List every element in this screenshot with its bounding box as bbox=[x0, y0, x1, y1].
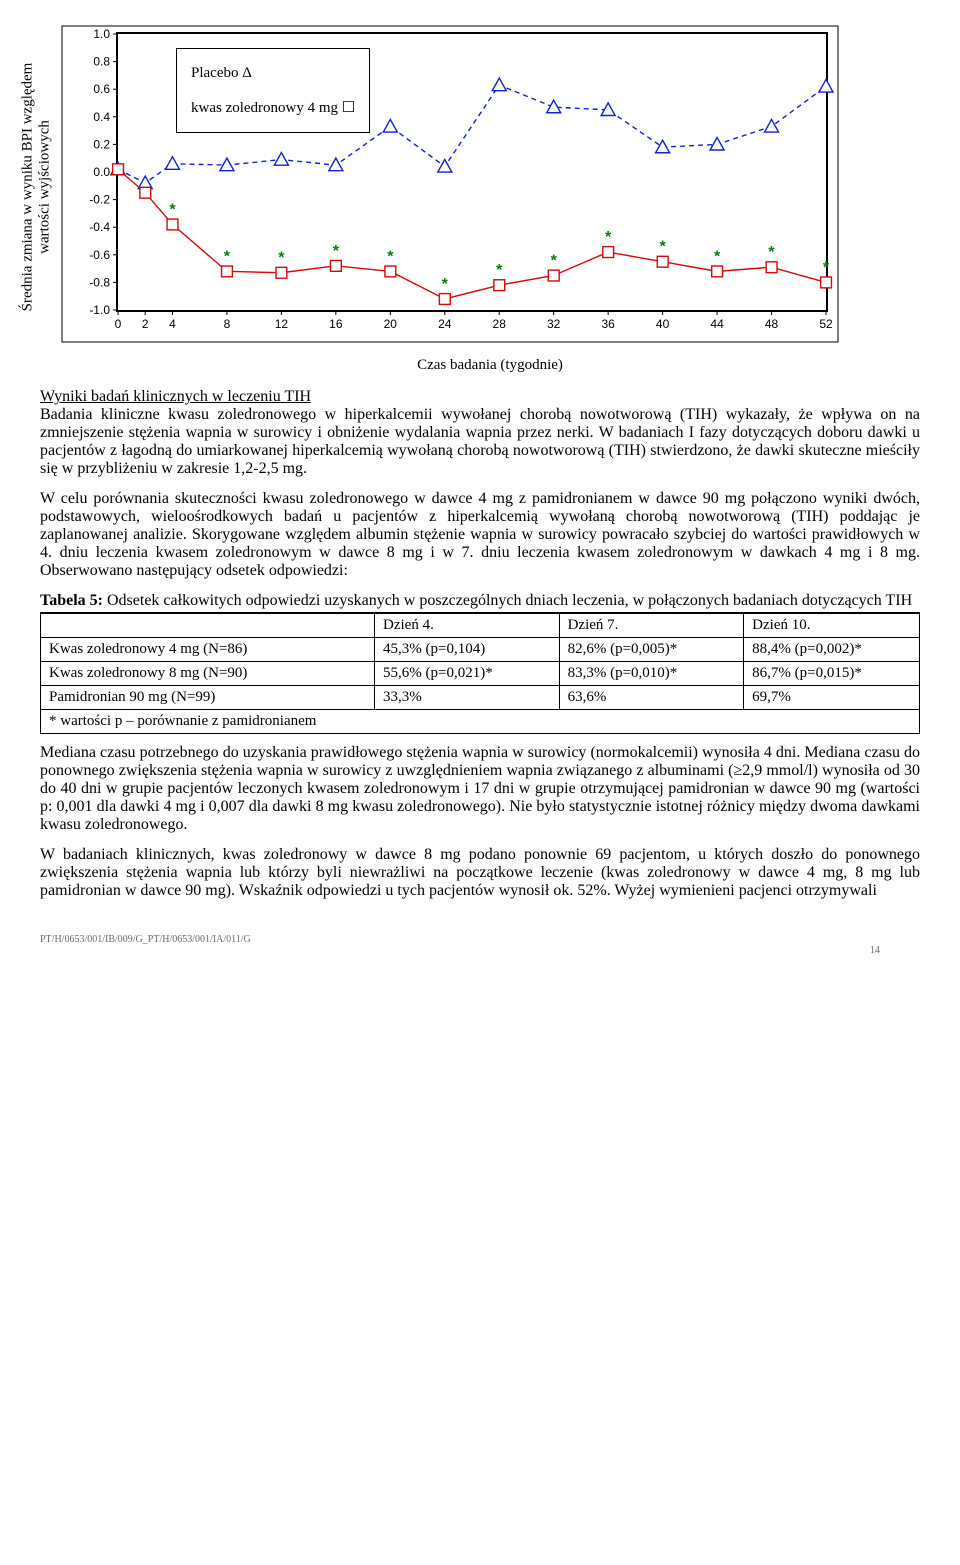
table5-cell: Kwas zoledronowy 4 mg (N=86) bbox=[41, 638, 375, 662]
svg-text:*: * bbox=[278, 250, 285, 267]
svg-text:0: 0 bbox=[115, 317, 122, 331]
svg-text:1.0: 1.0 bbox=[93, 27, 110, 41]
svg-text:0.2: 0.2 bbox=[93, 137, 110, 151]
table5-cell: Kwas zoledronowy 8 mg (N=90) bbox=[41, 662, 375, 686]
svg-text:20: 20 bbox=[384, 317, 398, 331]
table5-cell: 33,3% bbox=[375, 686, 560, 710]
table5-cell: 88,4% (p=0,002)* bbox=[744, 638, 920, 662]
table5-cell: 83,3% (p=0,010)* bbox=[559, 662, 744, 686]
svg-text:40: 40 bbox=[656, 317, 670, 331]
svg-text:*: * bbox=[387, 248, 394, 265]
table5-cell: 86,7% (p=0,015)* bbox=[744, 662, 920, 686]
tih-results-heading: Wyniki badań klinicznych w leczeniu TIH bbox=[40, 388, 311, 405]
x-axis-label: Czas badania (tygodnie) bbox=[60, 357, 920, 374]
svg-text:4: 4 bbox=[169, 317, 176, 331]
svg-text:24: 24 bbox=[438, 317, 452, 331]
table5-cell: 69,7% bbox=[744, 686, 920, 710]
svg-text:*: * bbox=[659, 239, 666, 256]
svg-text:0.8: 0.8 bbox=[93, 55, 110, 69]
svg-text:0.6: 0.6 bbox=[93, 82, 110, 96]
svg-text:-1.0: -1.0 bbox=[89, 303, 110, 317]
table5-header-cell bbox=[41, 614, 375, 638]
bpi-chart-area: Średnia zmiana w wyniku BPI względem war… bbox=[60, 24, 920, 349]
table-row: Kwas zoledronowy 8 mg (N=90)55,6% (p=0,0… bbox=[41, 662, 920, 686]
y-axis-label-line2: wartości wyjściowych bbox=[36, 120, 52, 254]
table5-cell: Pamidronian 90 mg (N=99) bbox=[41, 686, 375, 710]
svg-text:52: 52 bbox=[819, 317, 833, 331]
footer-doc-id: PT/H/0653/001/IB/009/G_PT/H/0653/001/IA/… bbox=[40, 934, 920, 945]
svg-text:8: 8 bbox=[224, 317, 231, 331]
svg-text:*: * bbox=[823, 259, 830, 276]
page-number: 14 bbox=[870, 945, 880, 956]
svg-text:16: 16 bbox=[329, 317, 343, 331]
table5-cell: 55,6% (p=0,021)* bbox=[375, 662, 560, 686]
svg-text:48: 48 bbox=[765, 317, 779, 331]
y-axis-label: Średnia zmiana w wyniku BPI względem war… bbox=[20, 62, 53, 311]
table5-cell: 82,6% (p=0,005)* bbox=[559, 638, 744, 662]
svg-text:2: 2 bbox=[142, 317, 149, 331]
para3-text: Mediana czasu potrzebnego do uzyskania p… bbox=[40, 744, 920, 834]
svg-text:*: * bbox=[169, 201, 176, 218]
svg-text:-0.8: -0.8 bbox=[89, 275, 110, 289]
svg-text:*: * bbox=[768, 244, 775, 261]
table-row: Pamidronian 90 mg (N=99)33,3%63,6%69,7% bbox=[41, 686, 920, 710]
table5-cell: 45,3% (p=0,104) bbox=[375, 638, 560, 662]
svg-text:*: * bbox=[496, 262, 503, 279]
legend-zoledronic: kwas zoledronowy 4 mg ☐ bbox=[191, 94, 355, 123]
svg-text:44: 44 bbox=[710, 317, 724, 331]
y-axis-label-line1: Średnia zmiana w wyniku BPI względem bbox=[20, 62, 36, 311]
svg-text:12: 12 bbox=[275, 317, 289, 331]
svg-text:36: 36 bbox=[601, 317, 615, 331]
svg-text:-0.4: -0.4 bbox=[89, 220, 110, 234]
svg-text:*: * bbox=[714, 248, 721, 265]
svg-text:*: * bbox=[605, 229, 612, 246]
legend-placebo: Placebo Δ bbox=[191, 59, 355, 88]
para2-text: W celu porównania skuteczności kwasu zol… bbox=[40, 490, 920, 580]
svg-text:0.0: 0.0 bbox=[93, 165, 110, 179]
svg-text:*: * bbox=[333, 243, 340, 260]
para4-text: W badaniach klinicznych, kwas zoledronow… bbox=[40, 846, 920, 900]
table5-response-rates: Dzień 4.Dzień 7.Dzień 10.Kwas zoledronow… bbox=[40, 613, 920, 734]
svg-text:-0.2: -0.2 bbox=[89, 193, 110, 207]
svg-text:28: 28 bbox=[493, 317, 507, 331]
legend-zoledronic-label: kwas zoledronowy 4 mg ☐ bbox=[191, 94, 355, 123]
table5-caption-rest: Odsetek całkowitych odpowiedzi uzyskanyc… bbox=[103, 592, 912, 609]
chart-legend: Placebo Δ kwas zoledronowy 4 mg ☐ bbox=[176, 48, 370, 133]
table5-header-cell: Dzień 4. bbox=[375, 614, 560, 638]
para1-text: Badania kliniczne kwasu zoledronowego w … bbox=[40, 406, 920, 477]
svg-text:-0.6: -0.6 bbox=[89, 248, 110, 262]
svg-text:0.4: 0.4 bbox=[93, 110, 110, 124]
table5-header-cell: Dzień 10. bbox=[744, 614, 920, 638]
table5-header-cell: Dzień 7. bbox=[559, 614, 744, 638]
svg-text:*: * bbox=[442, 276, 449, 293]
svg-text:*: * bbox=[224, 248, 231, 265]
svg-text:*: * bbox=[551, 253, 558, 270]
table5-caption-bold: Tabela 5: bbox=[40, 592, 103, 609]
legend-placebo-label: Placebo Δ bbox=[191, 59, 252, 88]
table-row: Kwas zoledronowy 4 mg (N=86)45,3% (p=0,1… bbox=[41, 638, 920, 662]
svg-text:32: 32 bbox=[547, 317, 561, 331]
table5-footnote: * wartości p – porównanie z pamidroniane… bbox=[41, 710, 920, 734]
table5-caption: Tabela 5: Odsetek całkowitych odpowiedzi… bbox=[40, 592, 920, 613]
table5-cell: 63,6% bbox=[559, 686, 744, 710]
